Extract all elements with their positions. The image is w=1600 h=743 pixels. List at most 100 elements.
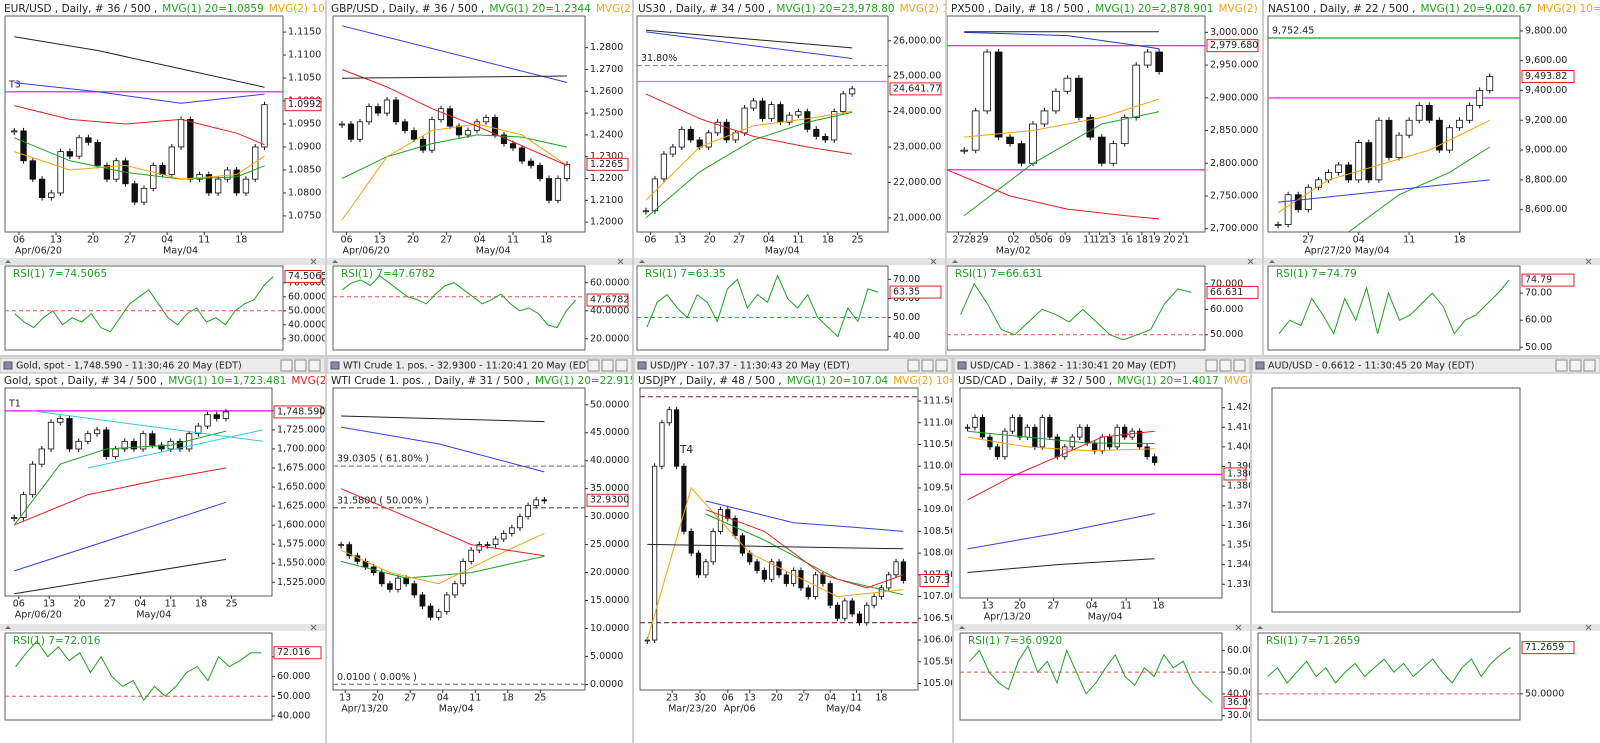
series-line [340, 532, 545, 585]
series-line [645, 93, 853, 155]
window-button[interactable] [1583, 359, 1596, 372]
x-tick-label: 27 [1048, 601, 1060, 612]
y-tick-label: 1.2300 [590, 151, 623, 162]
candle [1024, 426, 1031, 438]
window-button[interactable] [1205, 359, 1218, 372]
window-button[interactable] [308, 359, 321, 372]
candle [525, 505, 531, 518]
window-button[interactable] [294, 359, 307, 372]
candle [761, 570, 767, 580]
last-value-label: 36.0920 [1227, 697, 1266, 708]
panel: WTI Crude 1. pos. - 32.9300 - 11:20:41 2… [327, 357, 632, 743]
y-tick-label: 1.2400 [590, 129, 623, 140]
y-tick-label: 2,950.000 [1210, 60, 1258, 71]
y-tick-label: 21,000.00 [893, 212, 941, 223]
y-tick-label: 105.50 [923, 656, 956, 667]
candle [1415, 104, 1423, 121]
window-button[interactable] [935, 359, 948, 372]
y-tick-label: 108.00 [923, 548, 956, 559]
y-tick-label: 40.0000 [590, 305, 629, 316]
candle [971, 110, 980, 151]
window-button[interactable] [615, 359, 628, 372]
candle [492, 538, 499, 545]
chart-header: GBP/USD , Daily, # 36 / 500 , MVG(1) 20=1… [331, 3, 697, 15]
pane-divider [947, 258, 1262, 265]
window-button[interactable] [1569, 359, 1582, 372]
candle [1435, 119, 1443, 151]
series-line [645, 110, 853, 201]
series-line [963, 111, 1160, 216]
candle [365, 106, 373, 123]
chart-header: PX500 , Daily, # 18 / 500 , MVG(1) 20=2,8… [951, 3, 1337, 15]
chart-header: EUR/USD , Daily, # 36 / 500 , MVG(1) 20=1… [4, 3, 404, 15]
candle [536, 165, 544, 179]
y-tick-label: 111.50 [923, 396, 956, 407]
candle [1395, 134, 1403, 158]
series-line [14, 105, 265, 146]
candle [1345, 164, 1353, 181]
candle [213, 414, 220, 419]
candle [121, 440, 128, 450]
candle [813, 128, 820, 137]
candle [387, 583, 393, 590]
candle [338, 123, 346, 126]
x-tick-label: 06 [13, 235, 25, 246]
candle [1385, 119, 1393, 158]
plot-frame [636, 15, 889, 233]
plot-frame [4, 265, 284, 351]
candle [652, 465, 658, 641]
candle [1040, 110, 1049, 125]
level-label: 39.0305 ( 61.80% ) [337, 454, 429, 465]
window-button[interactable] [907, 359, 920, 372]
window-button[interactable] [1555, 359, 1568, 372]
window-button[interactable] [587, 359, 600, 372]
candle [491, 117, 499, 136]
candle [1099, 436, 1105, 452]
plot-frame [959, 387, 1223, 599]
y-tick-label: 1,650.000 [277, 482, 325, 493]
candle [500, 533, 507, 540]
candle [834, 604, 841, 619]
panel: NAS100 , Daily, # 22 / 500 , MVG(1) 20=9,… [1264, 0, 1600, 355]
x-tick-label: 25 [225, 599, 237, 610]
candle [1032, 426, 1038, 448]
window-button[interactable] [280, 359, 293, 372]
candle [395, 577, 401, 590]
y-tick-label: 1,675.000 [277, 463, 325, 474]
last-value-label: 32.9300 [590, 495, 629, 506]
candle [714, 121, 721, 134]
window-icon [330, 361, 340, 370]
legend-entry: RSI(1) 7=74.5065 [13, 268, 107, 280]
candle [455, 125, 463, 136]
candle [252, 146, 259, 180]
candle [666, 409, 672, 424]
candle [374, 106, 382, 114]
series-line [342, 275, 577, 329]
last-value-box [919, 573, 949, 587]
last-value-box [1521, 70, 1575, 84]
candle [563, 163, 571, 179]
y-tick-label: 60.0000 [590, 277, 629, 288]
candle [419, 594, 426, 607]
chart-header: US30 , Daily, # 34 / 500 , MVG(1) 20=23,9… [638, 3, 1018, 15]
candle [1086, 117, 1095, 138]
x-tick-label: 20 [1163, 235, 1175, 246]
y-tick-label: 40.0000 [288, 319, 327, 330]
candle [468, 549, 475, 562]
candle [112, 448, 119, 457]
x-tick-label: 18 [195, 599, 207, 610]
candle [428, 119, 436, 151]
pane-divider [1252, 624, 1600, 631]
y-tick-label: 1,550.000 [277, 558, 325, 569]
candle [224, 169, 231, 180]
candle [1137, 430, 1143, 448]
candle [777, 104, 784, 123]
window-button[interactable] [921, 359, 934, 372]
window-button[interactable] [1233, 359, 1246, 372]
window-icon [637, 361, 647, 370]
window-button[interactable] [1219, 359, 1232, 372]
candle [659, 422, 665, 467]
date-label: May/04 [826, 704, 861, 715]
y-tick-label: 10.0000 [590, 623, 629, 634]
window-button[interactable] [601, 359, 614, 372]
